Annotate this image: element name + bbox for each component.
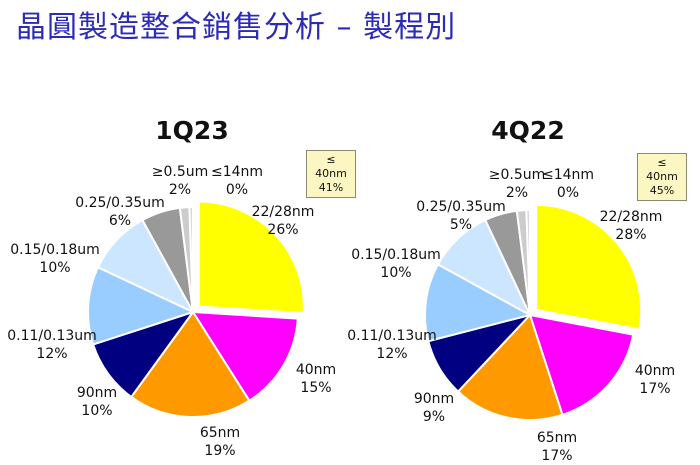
slice-category-label: 65nm xyxy=(536,430,578,446)
badge-1q23: ≤ 40nm 41% xyxy=(306,150,356,198)
pie-slice-4q22-0.11/0.13um xyxy=(424,263,533,343)
badge-4q22-line2: 45% xyxy=(649,184,675,197)
badge-4q22: ≤ 40nm 45% xyxy=(637,153,687,201)
slice-category-label: 0.15/0.18um xyxy=(10,242,100,258)
page-title: 晶圓製造整合銷售分析 – 製程別 xyxy=(16,10,457,45)
badge-1q23-line1: ≤ 40nm xyxy=(315,153,347,180)
slice-value-label: 10% xyxy=(81,403,113,419)
slice-value-label: 0% xyxy=(225,182,249,198)
slice-value-label: 17% xyxy=(541,448,573,464)
slice-value-label: 28% xyxy=(615,227,647,243)
pie-slice-4q22-22/28nm xyxy=(535,203,643,331)
pie-slice-1q23-≤14nm xyxy=(188,205,194,313)
slice-category-label: ≤14nm xyxy=(541,167,595,183)
slice-label-4q22: ≥0.5um 2% xyxy=(489,166,546,202)
slice-value-label: 12% xyxy=(36,346,68,362)
slice-category-label: ≥0.5um xyxy=(151,164,209,180)
slice-label-1q23: 0.25/0.35um 6% xyxy=(75,194,165,230)
slice-category-label: 0.25/0.35um xyxy=(416,199,506,215)
slice-category-label: 0.11/0.13um xyxy=(7,328,97,344)
badge-1q23-line2: 41% xyxy=(318,181,344,194)
pie-slice-1q23-65nm xyxy=(129,310,251,418)
slice-category-label: 40nm xyxy=(634,363,676,379)
slice-category-label: 40nm xyxy=(295,362,337,378)
slice-label-4q22: 0.11/0.13um 12% xyxy=(347,327,437,363)
slice-label-1q23: ≤14nm 0% xyxy=(211,163,263,199)
slice-value-label: 10% xyxy=(39,260,71,276)
pie-slice-1q23-22/28nm xyxy=(197,200,305,315)
slice-label-4q22: 22/28nm 28% xyxy=(600,208,663,244)
slice-label-4q22: 0.25/0.35um 5% xyxy=(416,198,506,234)
pie-slice-1q23-0.11/0.13um xyxy=(87,265,196,346)
slice-label-1q23: 40nm 15% xyxy=(296,361,336,397)
slice-category-label: 65nm xyxy=(199,425,241,441)
slice-label-1q23: 0.15/0.18um 10% xyxy=(10,241,100,277)
slice-category-label: 90nm xyxy=(413,391,455,407)
slice-value-label: 6% xyxy=(108,213,132,229)
slice-value-label: 19% xyxy=(204,443,236,459)
slice-label-4q22: ≤14nm 0% xyxy=(542,166,594,202)
pie-slice-1q23-40nm xyxy=(191,310,299,403)
slice-label-4q22: 65nm 17% xyxy=(537,429,577,465)
slice-value-label: 26% xyxy=(267,222,299,238)
slice-category-label: 90nm xyxy=(76,385,118,401)
slice-value-label: 2% xyxy=(168,182,192,198)
slice-category-label: 0.11/0.13um xyxy=(347,328,437,344)
slice-category-label: ≥0.5um xyxy=(488,167,546,183)
slice-value-label: 2% xyxy=(505,185,529,201)
slice-label-1q23: 90nm 10% xyxy=(77,384,117,420)
slice-value-label: 10% xyxy=(380,265,412,281)
pie-slice-4q22-40nm xyxy=(528,313,635,417)
slice-category-label: 0.15/0.18um xyxy=(351,247,441,263)
slice-label-4q22: 0.15/0.18um 10% xyxy=(351,246,441,282)
slice-category-label: 22/28nm xyxy=(599,209,663,225)
pie-slice-4q22-65nm xyxy=(456,313,564,421)
chart-title-1q23: 1Q23 xyxy=(155,116,229,145)
slice-label-1q23: 22/28nm 26% xyxy=(252,203,315,239)
slice-label-1q23: 0.11/0.13um 12% xyxy=(7,327,97,363)
badge-4q22-line1: ≤ 40nm xyxy=(646,156,678,183)
slice-label-1q23: ≥0.5um 2% xyxy=(152,163,209,199)
slice-label-4q22: 90nm 9% xyxy=(414,390,454,426)
slice-value-label: 17% xyxy=(639,381,671,397)
pie-slice-4q22-≤14nm xyxy=(525,208,531,316)
slice-value-label: 12% xyxy=(376,346,408,362)
slice-value-label: 15% xyxy=(300,380,332,396)
chart-title-4q22: 4Q22 xyxy=(491,116,565,145)
slice-value-label: 5% xyxy=(449,217,473,233)
slice-category-label: 0.25/0.35um xyxy=(75,195,165,211)
slice-value-label: 9% xyxy=(422,409,446,425)
slice-category-label: ≤14nm xyxy=(210,164,264,180)
slice-category-label: 22/28nm xyxy=(251,204,315,220)
slice-value-label: 0% xyxy=(556,185,580,201)
slice-label-4q22: 40nm 17% xyxy=(635,362,675,398)
slice-label-1q23: 65nm 19% xyxy=(200,424,240,460)
